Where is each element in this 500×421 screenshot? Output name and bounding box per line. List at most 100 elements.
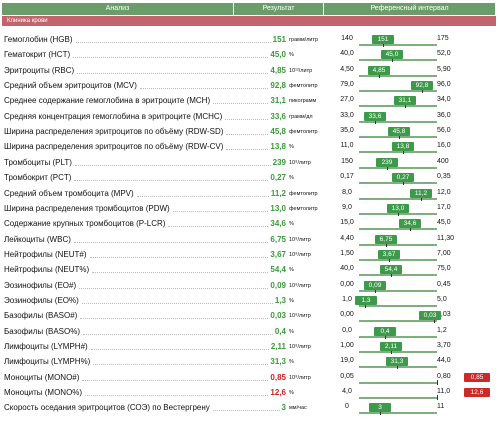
analysis-name: Моноциты (MONO%) — [4, 388, 83, 398]
result-marker-tick — [380, 410, 381, 416]
reference-low: 0 — [345, 403, 349, 411]
table-row: Средняя концентрация гемоглобина в эритр… — [0, 109, 500, 125]
reference-low: 150 — [341, 157, 353, 165]
leader-dots — [83, 333, 273, 335]
result-marker: 0,4 — [374, 326, 396, 336]
result-marker: 31,1 — [394, 96, 416, 106]
reference-range-bar — [359, 182, 437, 185]
result-value: 3,67 — [270, 249, 286, 259]
analysis-name: Тромбокрит (PCT) — [4, 173, 72, 183]
result-value: 92,8 — [270, 81, 286, 91]
reference-high: 0,45 — [437, 280, 451, 288]
leader-dots — [82, 302, 273, 304]
result-unit: 10⁹/литр — [289, 236, 311, 243]
result-value: 4,85 — [270, 65, 286, 75]
reference-low: 9,0 — [342, 203, 352, 211]
reference-range-bar — [359, 243, 437, 246]
reference-low: 4,40 — [340, 234, 354, 242]
reference-high: 7,00 — [437, 249, 451, 257]
reference-range-bar — [359, 412, 437, 415]
analysis-name: Средняя концентрация гемоглобина в эритр… — [4, 111, 223, 121]
header-result: Результат — [234, 3, 324, 15]
result-value: 239 — [272, 157, 286, 167]
reference-range-bar — [359, 381, 437, 384]
analysis-name: Средний объем тромбоцита (MPV) — [4, 188, 134, 198]
reference-high: 400 — [437, 157, 449, 165]
result-marker: 0,27 — [392, 173, 414, 183]
result-marker: 2,11 — [380, 342, 402, 351]
table-row: Средний объем эритроцитов (MCV) 92,8 фемто… — [0, 78, 500, 94]
result-marker-tick — [386, 241, 387, 247]
result-value: 54,4 — [270, 265, 286, 275]
analysis-name: Скорость оседания эритроцитов (СОЭ) по В… — [4, 403, 210, 413]
result-value: 0,03 — [270, 311, 286, 321]
table-row: Гематокрит (HCT) 45,0% 40,0 52,0 45,0 — [0, 47, 500, 63]
result-marker: 31,3 — [386, 357, 408, 367]
reference-high: 17,0 — [437, 203, 451, 211]
result-unit: пикограмм — [289, 98, 317, 105]
reference-range-bar — [359, 228, 437, 231]
result-marker-tick — [421, 195, 422, 201]
analysis-name: Средний объем эритроцитов (MCV) — [4, 81, 137, 91]
analysis-name: Тромбоциты (PLT) — [4, 157, 72, 167]
result-marker: 0,09 — [364, 280, 386, 290]
result-unit: % — [289, 390, 294, 397]
result-marker: 33,6 — [364, 111, 386, 121]
leader-dots — [85, 394, 268, 397]
result-marker-tick — [405, 103, 406, 109]
analysis-name: Лимфоциты (LYMPH#) — [4, 342, 88, 351]
reference-high: 11,0 — [437, 388, 451, 396]
result-unit: % — [289, 297, 294, 304]
leader-dots — [226, 133, 268, 136]
result-value: 13,8 — [270, 142, 286, 152]
table-row: Моноциты (MONO%) 12,6% 4,0 11,0 12,6 — [0, 385, 500, 401]
leader-dots — [137, 195, 269, 197]
result-value: 31,1 — [270, 96, 286, 106]
reference-low: 140 — [341, 35, 353, 42]
reference-low: 4,50 — [340, 65, 354, 73]
table-row: Эозинофилы (EO%) 1,3% 1,0 5,0 1,3 — [0, 293, 500, 309]
table-row: Нейтрофилы (NEUT%) 54,4% 40,0 75,0 54,4 — [0, 262, 500, 278]
result-unit: 10⁹/литр — [289, 374, 311, 381]
result-marker: 0,85 — [464, 372, 490, 382]
result-value: 0,4 — [274, 326, 286, 336]
table-row: Гемоглобин (HGB) 151 грамм/литр 140 175 151 — [0, 32, 500, 48]
analysis-name: Эозинофилы (EO#) — [4, 280, 77, 290]
result-marker-tick — [397, 364, 398, 370]
result-value: 0,27 — [270, 173, 286, 183]
result-unit: % — [289, 359, 294, 366]
reference-range-bar — [359, 74, 437, 77]
leader-dots — [74, 179, 268, 182]
leader-dots — [90, 256, 268, 258]
leader-dots — [140, 87, 268, 90]
result-marker-tick — [383, 42, 384, 47]
leader-dots — [173, 210, 268, 212]
table-row: Ширина распределения эритроцитов по объё… — [0, 139, 500, 155]
result-marker-tick — [422, 88, 423, 94]
reference-high: 16,0 — [437, 142, 451, 150]
result-unit: фемтолитр — [289, 190, 318, 197]
table-row: Базофилы (BASO#) 0,03 10⁹/литр 0,00 0,03 0,03 — [0, 308, 500, 324]
result-marker: 45,8 — [388, 127, 410, 137]
leader-dots — [226, 148, 268, 151]
reference-low: 40,0 — [340, 265, 354, 273]
result-value: 45,0 — [270, 50, 286, 60]
leader-dots — [73, 56, 268, 59]
reference-low: 0,00 — [340, 280, 354, 288]
result-unit: фемтолитр — [289, 205, 318, 212]
result-marker-tick — [437, 379, 438, 385]
result-unit: 10⁹/литр — [289, 251, 311, 258]
result-unit: мм/час — [289, 405, 307, 412]
reference-high: 0,03 — [437, 311, 451, 319]
result-unit: 10⁹/литр — [289, 282, 311, 289]
reference-range-bar — [359, 105, 437, 108]
reference-high: 0,35 — [437, 173, 451, 181]
reference-low: 0,00 — [340, 311, 354, 319]
reference-high: 0,80 — [437, 372, 451, 380]
reference-low: 35,0 — [340, 127, 354, 135]
result-unit: 10⁹/литр — [289, 159, 311, 166]
table-row: Базофилы (BASO%) 0,4% 0,0 1,2 0,4 — [0, 324, 500, 340]
leader-dots — [80, 317, 268, 320]
table-row: Лимфоциты (LYMPH#) 2,11 10⁹/литр 1,00 3,70 2,… — [0, 339, 500, 355]
result-value: 12,6 — [270, 388, 286, 398]
